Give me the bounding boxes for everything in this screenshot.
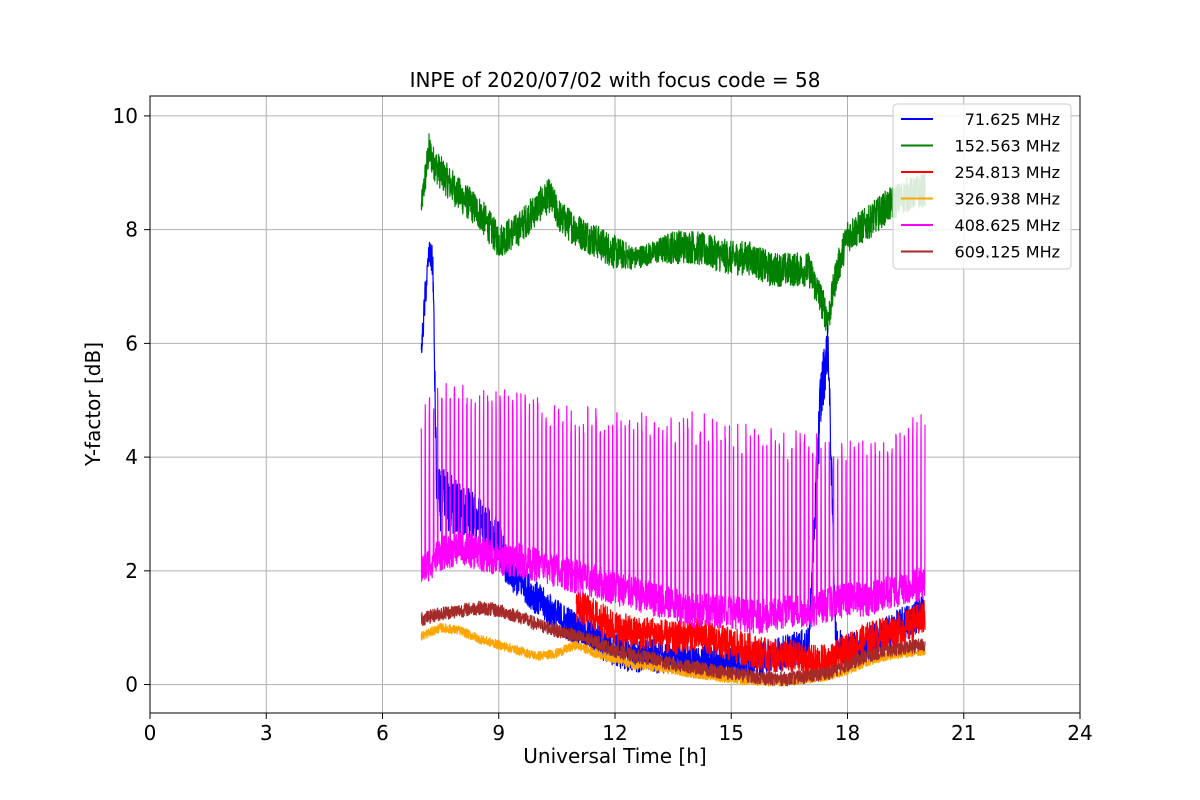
series-254813-line [575,592,926,679]
legend-entry: 408.625 MHz [955,216,1060,235]
x-tick-label: 12 [602,721,627,745]
y-tick-label: 10 [113,104,138,128]
x-tick-label: 24 [1067,721,1092,745]
y-tick-label: 6 [125,331,138,355]
series-408625-line [420,383,926,634]
y-tick-label: 0 [125,673,138,697]
x-axis-label: Universal Time [h] [523,744,706,768]
x-tick-label: 3 [260,721,273,745]
x-tick-label: 15 [719,721,744,745]
x-tick-label: 9 [492,721,505,745]
chart-title: INPE of 2020/07/02 with focus code = 58 [410,68,821,92]
series-path [575,592,926,679]
legend-box [892,103,1072,270]
legend-entry: 609.125 MHz [955,243,1060,262]
series-path [420,383,926,634]
y-tick-label: 4 [125,445,138,469]
y-axis-ticks: 0 2 4 6 8 10 [113,104,150,697]
legend-entry: 254.813 MHz [955,163,1060,182]
series-layer [420,133,926,687]
y-tick-label: 2 [125,559,138,583]
series-path [420,133,926,334]
series-609125-line [420,600,926,687]
y-axis-label: Y-factor [dB] [81,342,105,467]
legend-entry: 326.938 MHz [955,190,1060,209]
legend-entry: 71.625 MHz [965,110,1060,129]
legend: 71.625 MHz 152.563 MHz 254.813 MHz 326.938 … [892,103,1072,270]
series-71625-line [420,241,926,680]
x-tick-label: 18 [835,721,860,745]
x-tick-label: 21 [951,721,976,745]
series-path [420,600,926,687]
x-tick-label: 6 [376,721,389,745]
series-path [420,241,926,680]
x-tick-label: 0 [144,721,157,745]
legend-entry: 152.563 MHz [955,137,1060,156]
series-152563-line [420,133,926,334]
y-tick-label: 8 [125,218,138,242]
x-axis-ticks: 0 3 6 9 12 15 18 21 24 [144,713,1093,745]
